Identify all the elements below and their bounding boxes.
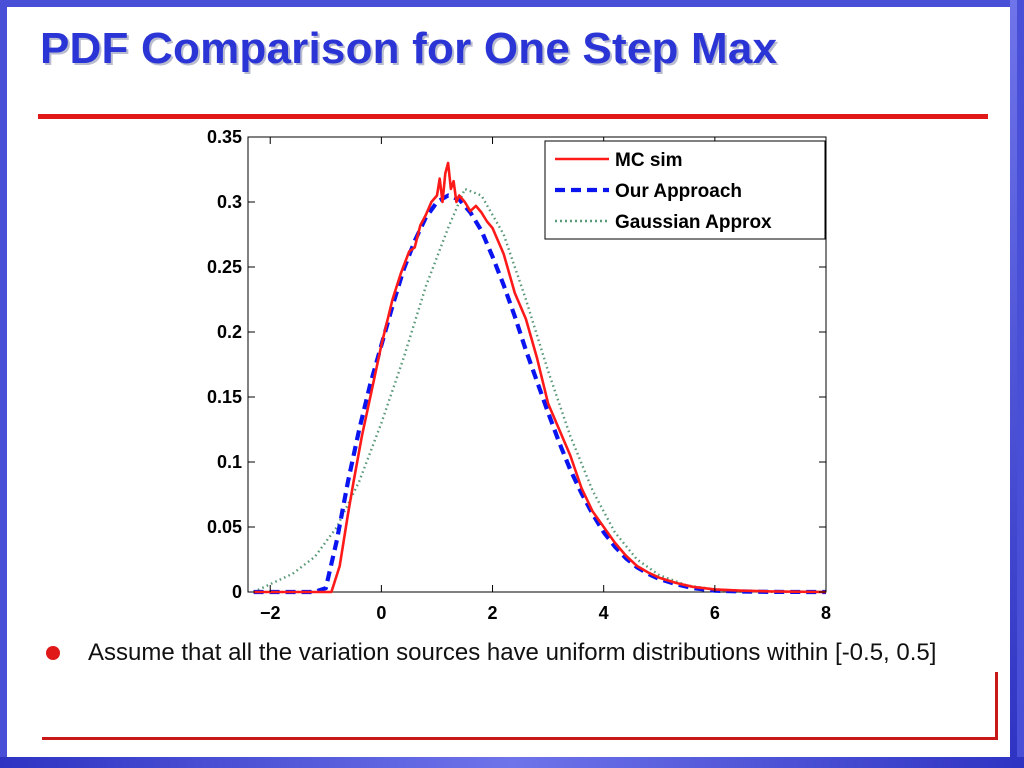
legend-label: MC sim (615, 150, 683, 171)
x-tick-label: 8 (821, 603, 831, 623)
x-tick-label: 6 (710, 603, 720, 623)
x-tick-label: 4 (599, 603, 609, 623)
y-tick-label: 0.35 (207, 127, 242, 147)
y-tick-label: 0.3 (217, 192, 242, 212)
x-tick-label: −2 (260, 603, 281, 623)
x-tick-label: 2 (488, 603, 498, 623)
title-underline (38, 114, 988, 119)
y-tick-label: 0.05 (207, 517, 242, 537)
x-tick-label: 0 (376, 603, 386, 623)
frame-border-right (1010, 0, 1017, 768)
frame-border-bottom (0, 757, 1024, 768)
y-tick-label: 0 (232, 582, 242, 602)
y-tick-label: 0.1 (217, 452, 242, 472)
series-line-mc-sim (253, 161, 827, 594)
legend-label: Gaussian Approx (615, 212, 772, 233)
y-tick-label: 0.2 (217, 322, 242, 342)
y-tick-label: 0.25 (207, 257, 242, 277)
bullet-dot-icon (46, 646, 60, 660)
legend-label: Our Approach (615, 181, 742, 202)
pdf-chart: −2 0 2 4 6 8 0 0.05 0.1 0.15 0.2 0.25 0.3 0.35 MC sim… (207, 127, 831, 623)
slide-title: PDF Comparison for One Step Max (40, 24, 778, 73)
footer-rule (42, 737, 998, 740)
legend: MC sim Our Approach Gaussian Approx (544, 140, 826, 240)
bullet-text: Assume that all the variation sources ha… (88, 639, 937, 666)
y-tick-label: 0.15 (207, 387, 242, 407)
axes: −2 0 2 4 6 8 0 0.05 0.1 0.15 0.2 0.25 0.3 0.35 (207, 127, 831, 623)
footer-rule-vertical (995, 672, 998, 740)
